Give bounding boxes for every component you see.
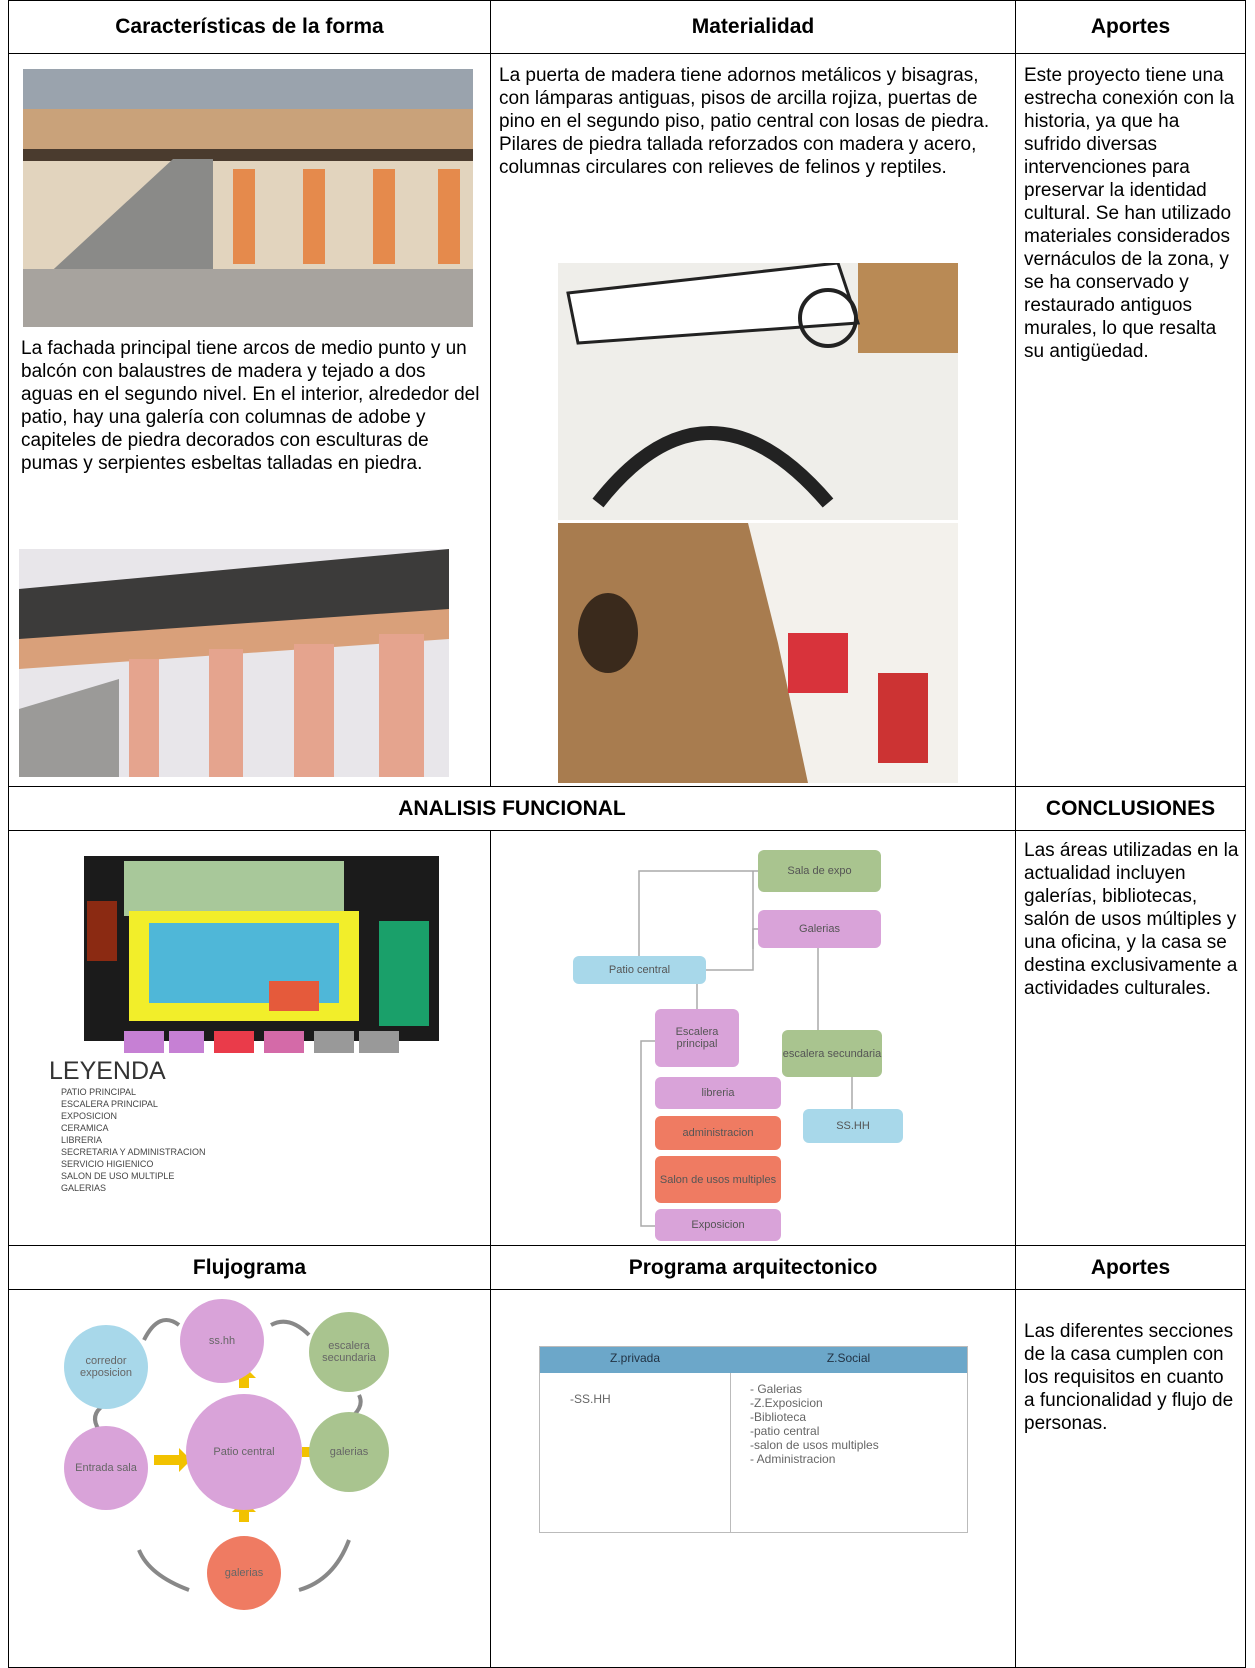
floor-plan xyxy=(84,856,439,1053)
forma-cell: La fachada principal tiene arcos de medi… xyxy=(8,53,491,787)
flow-node: galerias xyxy=(207,1536,281,1610)
legend-title: LEYENDA xyxy=(49,1057,166,1085)
flujograma-cell: corredor exposicion ss.hh escalera secunda… xyxy=(8,1289,491,1668)
photo xyxy=(19,549,449,777)
header: Características de la forma xyxy=(8,0,491,54)
flow-node: escalera secundaria xyxy=(309,1312,389,1392)
org-node: SS.HH xyxy=(803,1109,903,1143)
programa-item: -Biblioteca xyxy=(750,1410,807,1424)
materialidad-cell: La puerta de madera tiene adornos metáli… xyxy=(490,53,1016,787)
flow-node: Entrada sala xyxy=(64,1426,148,1510)
org-node: Salon de usos multiples xyxy=(655,1156,781,1203)
header: Programa arquitectonico xyxy=(490,1245,1016,1290)
legend-item: LIBRERIA xyxy=(61,1135,103,1145)
header: Flujograma xyxy=(8,1245,491,1290)
aportes2-cell: Las diferentes secciones de la casa cump… xyxy=(1015,1289,1246,1668)
legend-item: ESCALERA PRINCIPAL xyxy=(61,1099,158,1109)
legend-item: EXPOSICION xyxy=(61,1111,118,1121)
aportes2-text: Las diferentes secciones de la casa cump… xyxy=(1024,1321,1234,1434)
section-title: ANALISIS FUNCIONAL xyxy=(8,786,1016,831)
programa-table: Z.privada Z.Social -SS.HH - Galerias -Z.E… xyxy=(539,1346,968,1533)
programa-item: - Galerias xyxy=(750,1382,803,1396)
materialidad-text: La puerta de madera tiene adornos metáli… xyxy=(499,65,990,178)
header: Materialidad xyxy=(490,0,1016,54)
conclusiones-cell: Las áreas utilizadas en la actualidad in… xyxy=(1015,830,1246,1246)
plan-cell: LEYENDA PATIO PRINCIPAL ESCALERA PRINCIPA… xyxy=(8,830,491,1246)
legend-item: SALON DE USO MULTIPLE xyxy=(61,1171,175,1181)
header: Aportes xyxy=(1015,1245,1246,1290)
org-node: Escalera principal xyxy=(655,1009,739,1067)
programa-item: - Administracion xyxy=(750,1452,836,1466)
aportes-cell: Este proyecto tiene una estrecha conexió… xyxy=(1015,53,1246,787)
forma-text: La fachada principal tiene arcos de medi… xyxy=(21,338,480,474)
programa-item: -patio central xyxy=(750,1424,820,1438)
legend-item: PATIO PRINCIPAL xyxy=(61,1087,137,1097)
aportes-text: Este proyecto tiene una estrecha conexió… xyxy=(1024,65,1235,362)
flow-node: ss.hh xyxy=(180,1299,264,1383)
flow-node: corredor exposicion xyxy=(64,1325,148,1409)
sketch xyxy=(558,263,958,520)
header: CONCLUSIONES xyxy=(1015,786,1246,831)
programa-header: Z.privada xyxy=(609,1351,661,1365)
legend-item: CERAMICA xyxy=(61,1123,109,1133)
org-node: libreria xyxy=(655,1077,781,1109)
legend-item: GALERIAS xyxy=(61,1183,107,1193)
programa-item: -salon de usos multiples xyxy=(750,1438,879,1452)
conclusiones-text: Las áreas utilizadas en la actualidad in… xyxy=(1024,840,1239,999)
sketch xyxy=(558,523,958,783)
programa-item: -Z.Exposicion xyxy=(750,1396,823,1410)
connectors xyxy=(638,870,853,1227)
org-node: Galerias xyxy=(758,910,881,948)
legend-item: SERVICIO HIGIENICO xyxy=(61,1159,154,1169)
programa-header: Z.Social xyxy=(826,1351,871,1365)
org-node: administracion xyxy=(655,1116,781,1150)
programa-privada: -SS.HH xyxy=(570,1392,611,1406)
header: Aportes xyxy=(1015,0,1246,54)
flow-node: Patio central xyxy=(186,1394,302,1510)
org-node: Patio central xyxy=(573,956,706,984)
org-node: Exposicion xyxy=(655,1209,781,1241)
org-node: escalera secundaria xyxy=(782,1030,882,1077)
programa-cell: Z.privada Z.Social -SS.HH - Galerias -Z.E… xyxy=(490,1289,1016,1668)
org-node: Sala de expo xyxy=(758,850,881,892)
table: Características de la forma Materialidad… xyxy=(8,0,1246,1668)
organigram-cell: Sala de expo Galerias Patio central Escaler… xyxy=(490,830,1016,1246)
photo xyxy=(23,69,473,327)
flow-node: galerias xyxy=(309,1412,389,1492)
legend: LEYENDA PATIO PRINCIPAL ESCALERA PRINCIPA… xyxy=(49,1056,259,1194)
legend-item: SECRETARIA Y ADMINISTRACION xyxy=(61,1147,206,1157)
